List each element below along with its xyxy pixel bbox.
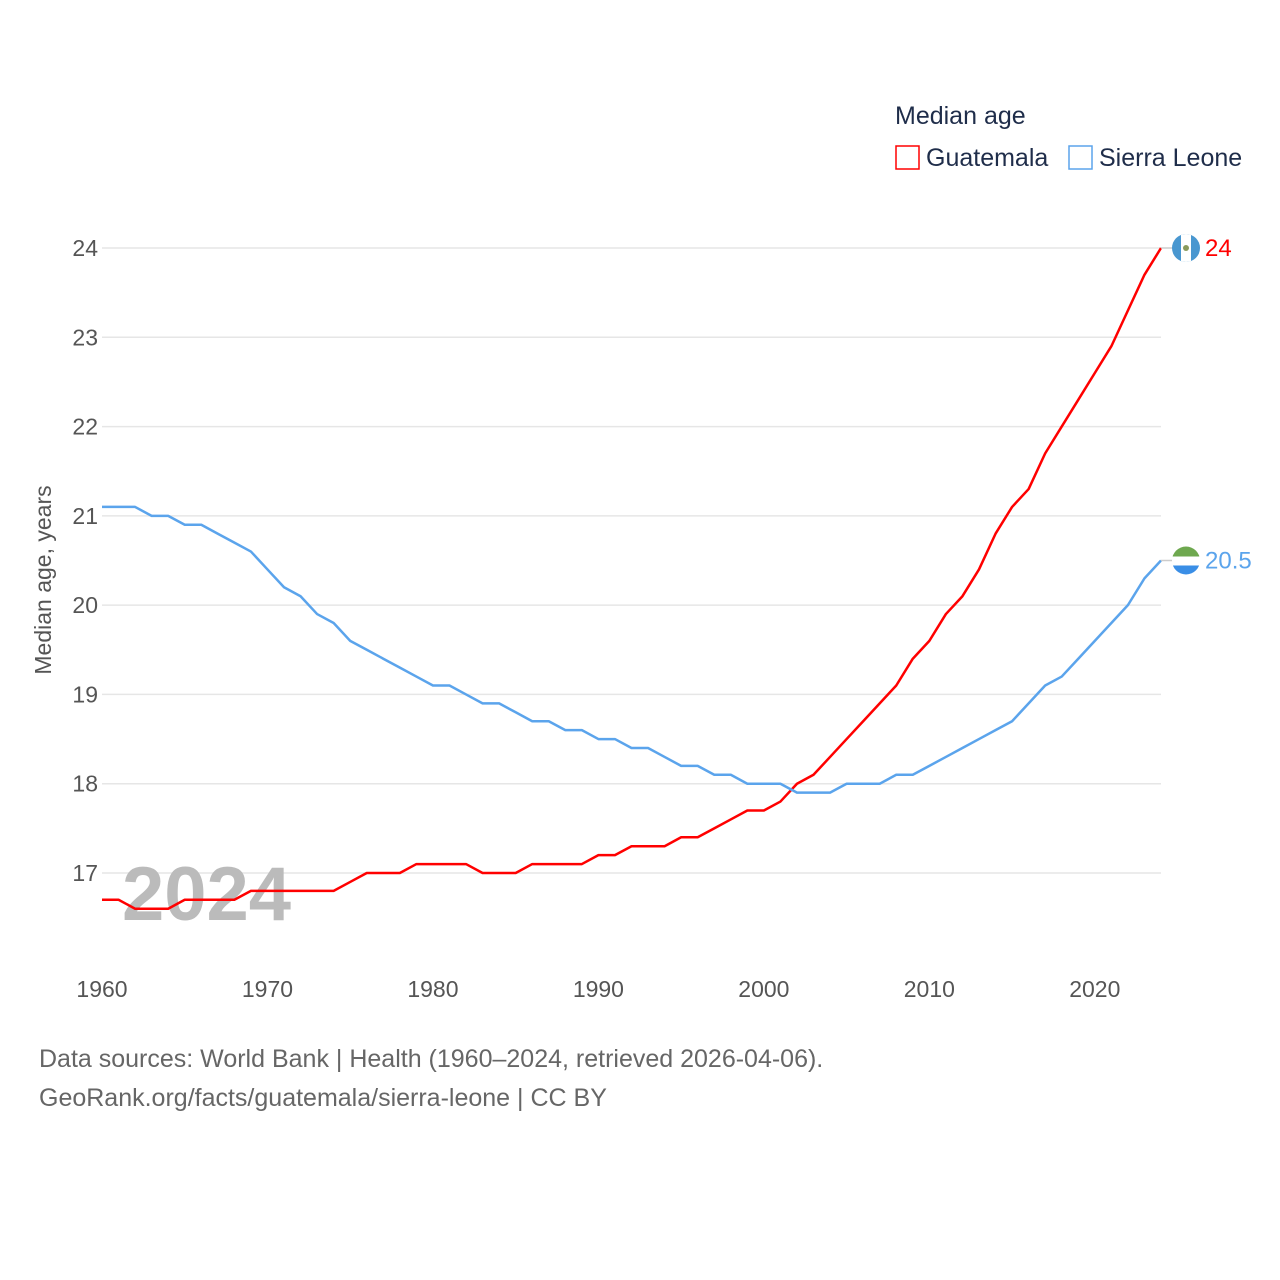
guatemala-flag-icon bbox=[1172, 234, 1200, 262]
y-tick-label: 23 bbox=[72, 324, 98, 350]
y-tick-label: 22 bbox=[72, 414, 98, 440]
end-value-label: 20.5 bbox=[1205, 548, 1252, 575]
legend-swatch[interactable] bbox=[895, 145, 920, 170]
x-tick-label: 1990 bbox=[573, 976, 624, 1002]
y-tick-label: 24 bbox=[72, 235, 98, 261]
legend-label[interactable]: Guatemala bbox=[926, 144, 1048, 172]
flag-emblem bbox=[1183, 245, 1189, 251]
flag-stripes bbox=[1172, 234, 1200, 262]
x-tick-label: 2020 bbox=[1069, 976, 1120, 1002]
footer-link[interactable]: GeoRank.org/facts/guatemala/sierra-leone… bbox=[39, 1084, 607, 1112]
legend-label[interactable]: Sierra Leone bbox=[1099, 144, 1242, 172]
x-tick-label: 1960 bbox=[76, 976, 127, 1002]
end-value-label: 24 bbox=[1205, 235, 1232, 262]
y-tick-label: 19 bbox=[72, 681, 98, 707]
x-tick-label: 2000 bbox=[738, 976, 789, 1002]
x-tick-label: 1970 bbox=[242, 976, 293, 1002]
flag-stripe bbox=[1172, 556, 1200, 566]
year-watermark: 2024 bbox=[122, 852, 291, 937]
footer-sources: Data sources: World Bank | Health (1960–… bbox=[39, 1045, 824, 1073]
series-line-guatemala bbox=[102, 247, 1163, 910]
legend-swatch[interactable] bbox=[1068, 145, 1093, 170]
y-tick-label: 18 bbox=[72, 771, 98, 797]
y-axis-label: Median age, years bbox=[30, 485, 56, 674]
y-tick-label: 21 bbox=[72, 503, 98, 529]
legend-title: Median age bbox=[895, 102, 1026, 130]
flag-stripes bbox=[1172, 546, 1200, 575]
y-tick-label: 17 bbox=[72, 860, 98, 886]
flag-stripe bbox=[1172, 546, 1200, 557]
sierra-leone-flag-icon bbox=[1172, 546, 1200, 575]
flag-stripe bbox=[1172, 565, 1200, 575]
series-line-sierra-leone bbox=[102, 505, 1162, 794]
y-tick-label: 20 bbox=[72, 592, 98, 618]
x-tick-label: 2010 bbox=[904, 976, 955, 1002]
x-tick-label: 1980 bbox=[407, 976, 458, 1002]
